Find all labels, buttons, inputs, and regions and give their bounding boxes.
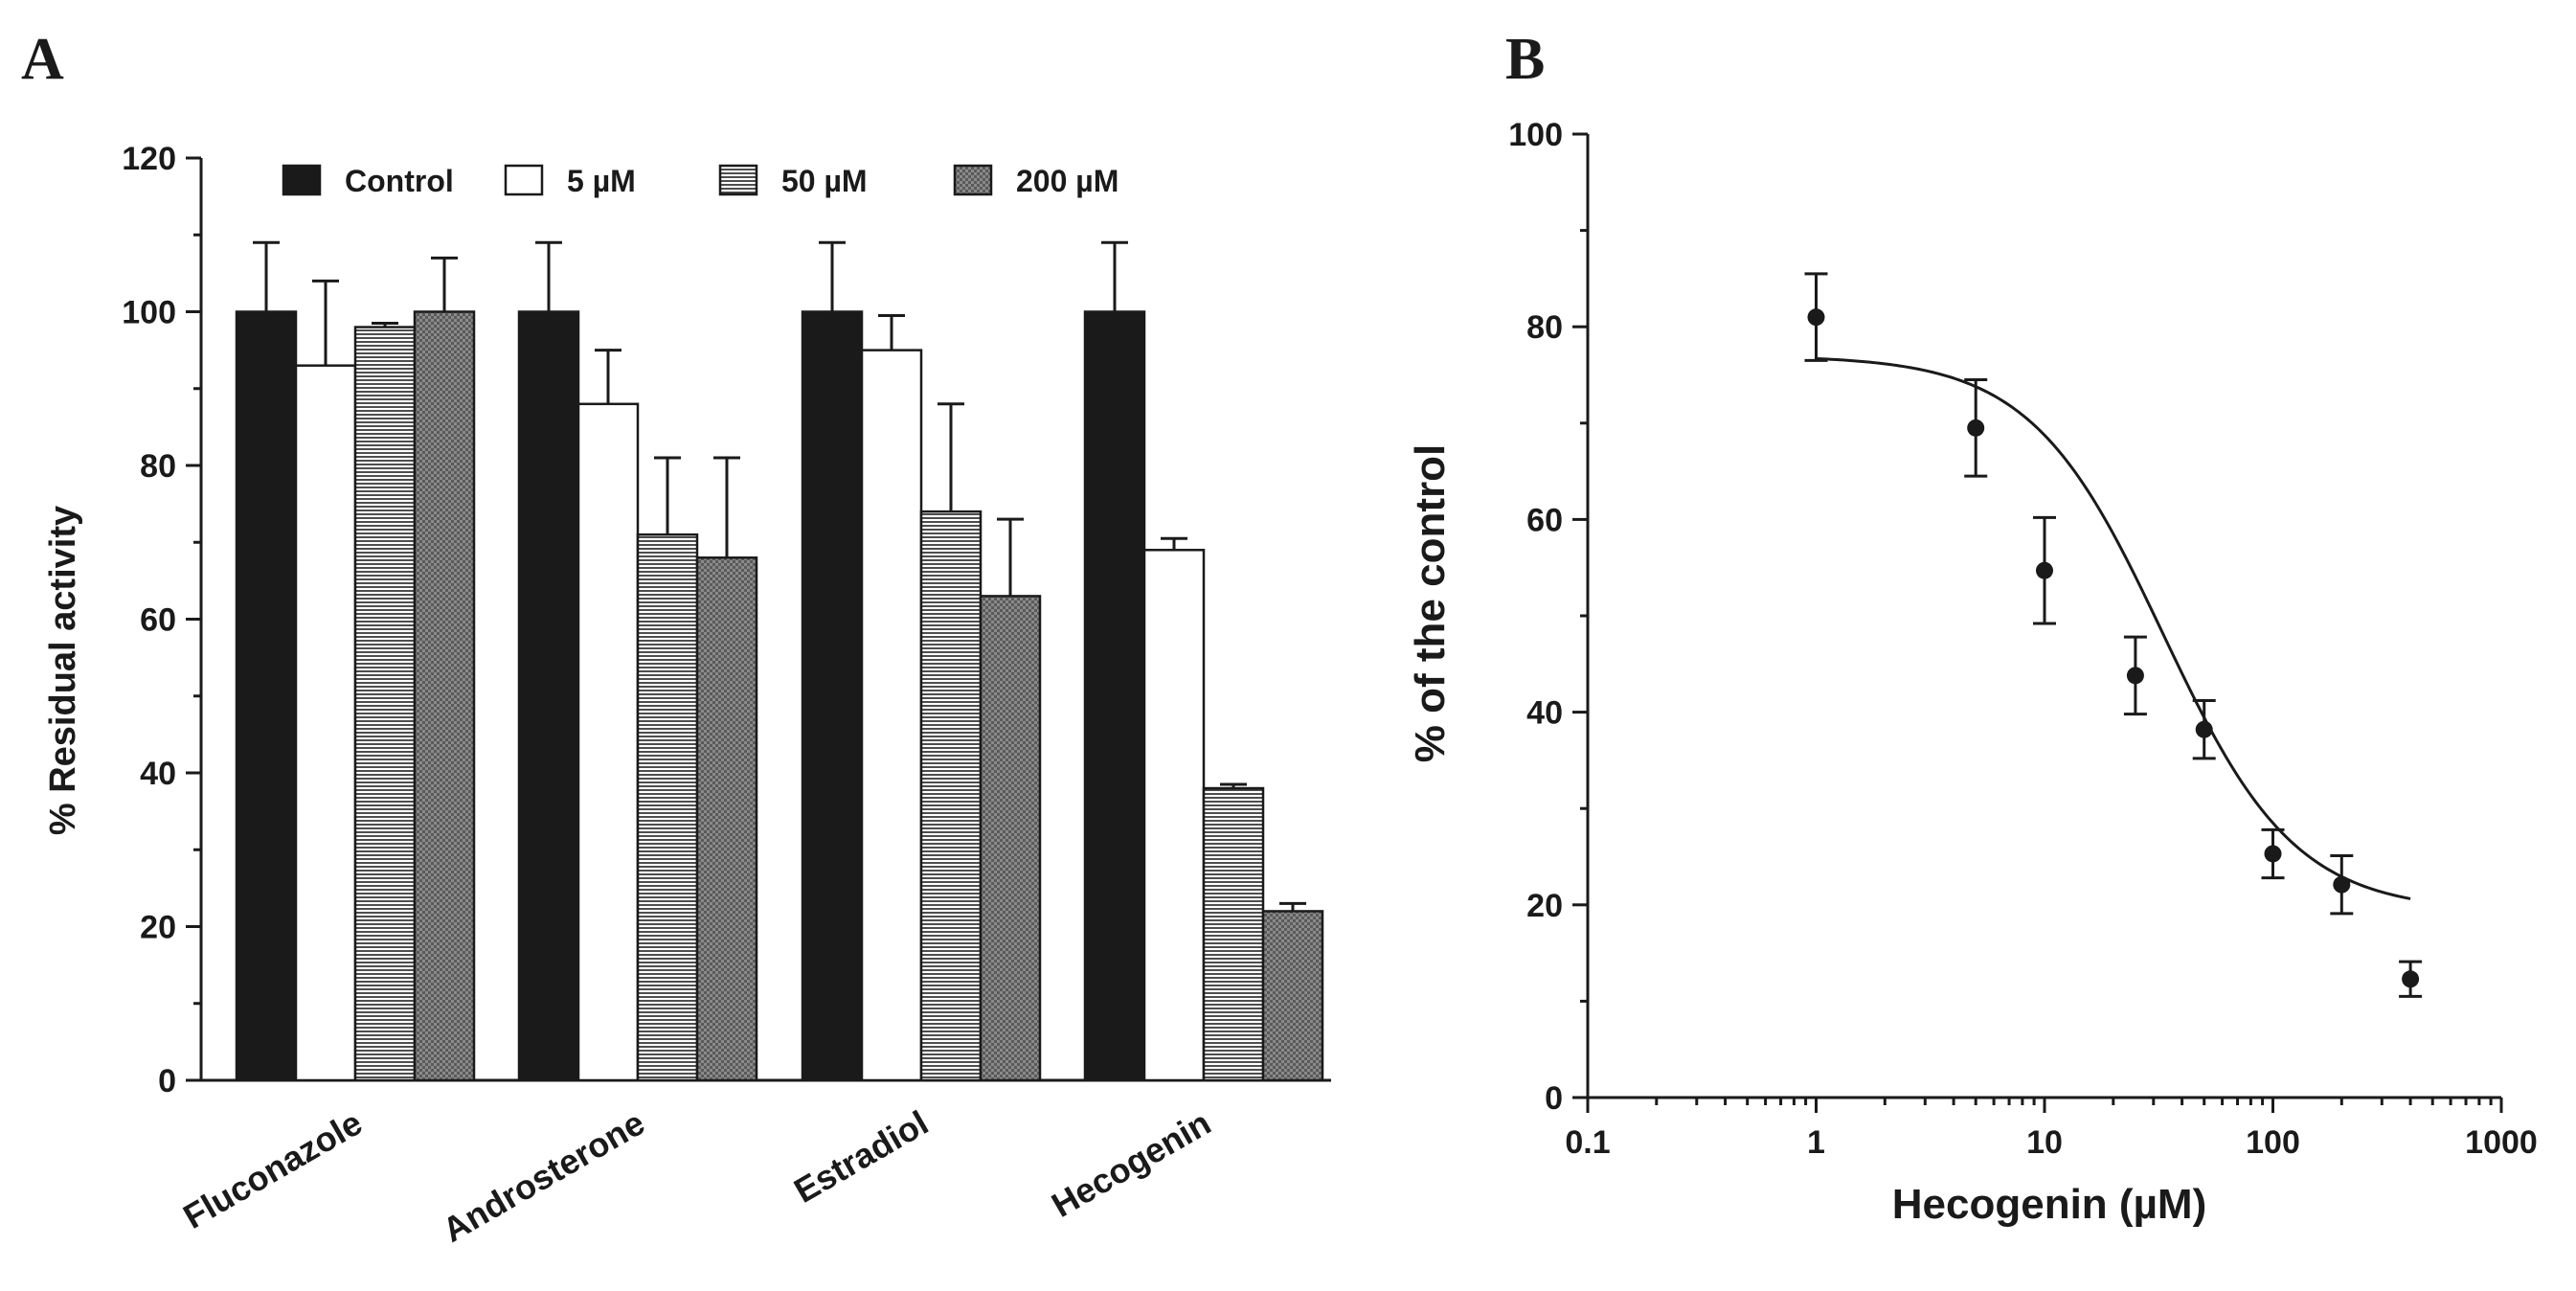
- x-tick-label: 1: [1807, 1124, 1825, 1161]
- data-point: [1807, 308, 1825, 327]
- data-point: [1967, 419, 1985, 437]
- svg-text:A: A: [21, 27, 64, 92]
- bar-solid: [1083, 310, 1146, 1082]
- bar-open: [860, 349, 923, 1082]
- legend-swatch: [718, 164, 758, 196]
- x-tick-label: 10: [2026, 1124, 2063, 1161]
- panel-a-letter: A: [21, 27, 64, 92]
- bar-chart-bars: Fluconazole Androsterone Estradiol Hecogeni…: [176, 240, 1324, 1250]
- bar-horizontal-lines: [919, 510, 983, 1082]
- y-tick-label: 80: [1526, 309, 1563, 346]
- bar-horizontal-lines: [353, 326, 417, 1082]
- data-point: [2036, 561, 2053, 579]
- legend-swatch: [504, 164, 544, 196]
- bar-solid: [517, 310, 580, 1082]
- legend-label: Control: [345, 164, 454, 198]
- bar-horizontal-lines: [636, 532, 699, 1082]
- bar-chart-legend: Control 5 µM 50 µM 200 µM: [282, 164, 1119, 198]
- dose-response-panel: 0 20 40 60 80 100 0.1 1 10 100 1000 Hecogenin (µM)…: [1407, 117, 2538, 1228]
- bar-chart-panel: 0 20 40 60 80 100 120 Fluconazole Androsterone E…: [43, 141, 1331, 1250]
- data-point: [2333, 875, 2351, 894]
- bar-open: [294, 364, 357, 1082]
- y-tick-label: 120: [122, 141, 176, 177]
- dose-response-points: [1804, 272, 2423, 998]
- y-tick-label: 40: [1526, 695, 1563, 732]
- y-tick-label: 20: [140, 910, 176, 946]
- dose-response-x-axis-title: Hecogenin (µM): [1892, 1181, 2206, 1228]
- dose-response-y-axis-title: % of the control: [1407, 444, 1454, 762]
- legend-label: 5 µM: [567, 164, 636, 198]
- data-point: [2195, 720, 2213, 738]
- bar-crosshatch: [1261, 910, 1324, 1082]
- legend-swatch: [953, 164, 993, 196]
- dose-response-axes: 0 20 40 60 80 100 0.1 1 10 100 1000: [1508, 117, 2538, 1161]
- y-tick-label: 100: [1508, 117, 1563, 153]
- y-tick-label: 40: [140, 756, 176, 792]
- x-tick-label: 1000: [2465, 1124, 2538, 1161]
- panel-b-letter: B: [1505, 27, 1545, 92]
- bar-chart-y-axis-title: % Residual activity: [43, 506, 83, 835]
- bar-crosshatch: [695, 556, 758, 1082]
- bar-solid: [235, 310, 298, 1082]
- category-label: Androsterone: [436, 1102, 651, 1250]
- x-tick-label: 0.1: [1565, 1124, 1610, 1161]
- data-point: [2402, 970, 2420, 988]
- svg-text:B: B: [1505, 27, 1545, 92]
- y-tick-label: 100: [122, 295, 176, 331]
- category-label: Estradiol: [787, 1102, 935, 1211]
- legend-swatch: [282, 164, 322, 196]
- bar-crosshatch: [979, 595, 1042, 1082]
- y-tick-label: 60: [140, 602, 176, 639]
- y-tick-label: 60: [1526, 502, 1563, 538]
- x-axis-title: Hecogenin (µM): [1892, 1181, 2206, 1228]
- data-point: [2126, 667, 2144, 685]
- y-tick-label: 80: [140, 448, 176, 485]
- y-axis-title: % Residual activity: [43, 506, 83, 835]
- category-label: Fluconazole: [176, 1102, 369, 1236]
- bar-open: [576, 402, 640, 1082]
- x-tick-label: 100: [2246, 1124, 2300, 1161]
- y-axis-title: % of the control: [1407, 444, 1454, 762]
- bar-solid: [801, 310, 864, 1082]
- y-tick-label: 20: [1526, 888, 1563, 924]
- dose-response-fit: [1816, 356, 2411, 900]
- legend-label: 200 µM: [1016, 164, 1119, 198]
- data-point: [2264, 845, 2282, 863]
- y-tick-label: 0: [158, 1063, 176, 1099]
- y-tick-label: 0: [1545, 1080, 1563, 1117]
- bar-open: [1142, 549, 1206, 1082]
- bar-crosshatch: [413, 310, 476, 1082]
- category-label: Hecogenin: [1045, 1102, 1217, 1225]
- bar-horizontal-lines: [1202, 786, 1265, 1082]
- legend-label: 50 µM: [781, 164, 868, 198]
- fit-curve: [1816, 356, 2411, 900]
